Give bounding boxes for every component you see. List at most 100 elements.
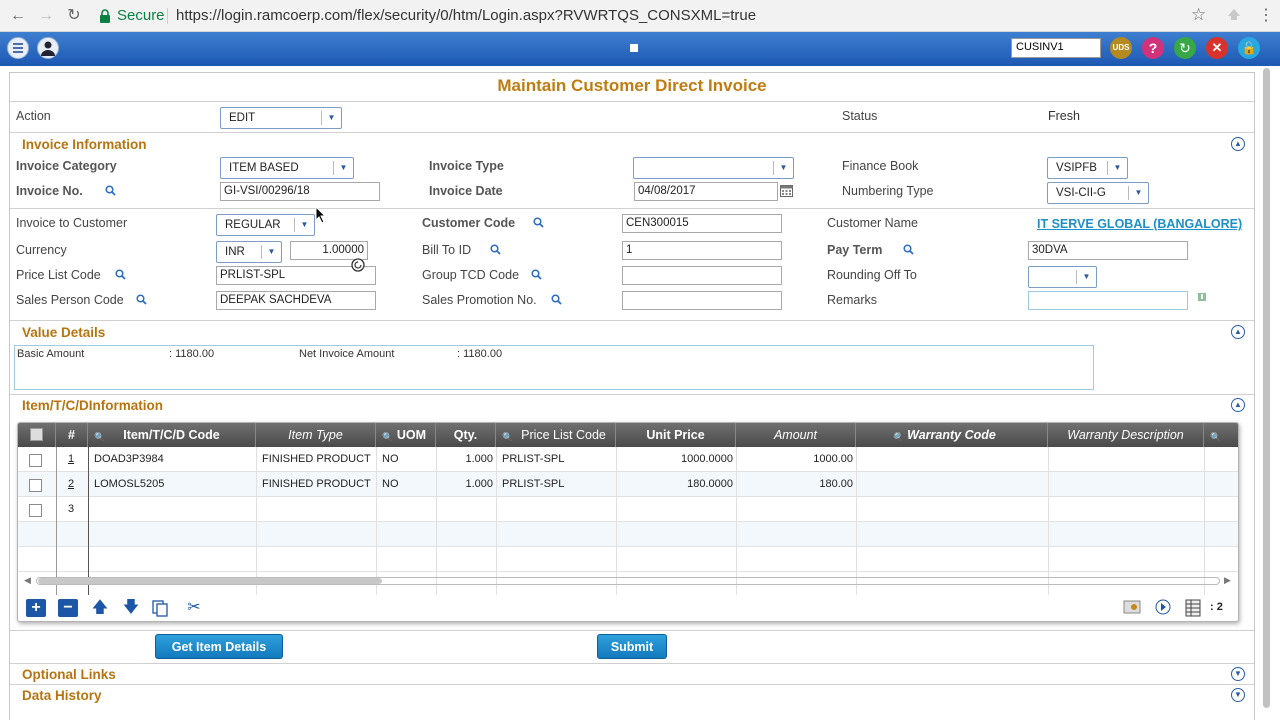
rounding-select[interactable]: ▼ [1028,266,1097,288]
cell-qty[interactable]: 1.000 [465,453,493,465]
row-number[interactable]: 1 [67,453,75,465]
back-icon[interactable]: ← [10,7,26,24]
exchange-rate-input[interactable]: 1.00000 [290,241,368,260]
expand-text-icon[interactable] [1197,292,1207,302]
user-icon[interactable] [37,37,59,59]
cell-item-code[interactable]: LOMOSL5205 [94,478,165,490]
menu-list-icon[interactable] [7,37,29,59]
grid-horizontal-scrollbar[interactable]: ◀ ▶ [22,575,1234,587]
copy-icon[interactable] [150,599,170,617]
search-icon[interactable] [490,244,501,255]
col-warranty-description[interactable]: Warranty Description [1048,423,1204,447]
cell-uom[interactable]: NO [382,453,399,465]
table-row[interactable] [18,547,1238,572]
table-row[interactable] [18,522,1238,547]
search-icon[interactable] [531,269,542,280]
grid-view-icon[interactable] [1184,599,1202,617]
customize-icon[interactable] [1122,599,1142,617]
pay-term-input[interactable]: 30DVA [1028,241,1188,260]
invoice-type-select[interactable]: ▼ [633,157,794,179]
add-row-icon[interactable]: + [26,599,46,617]
col-warranty-code[interactable]: 🔍 Warranty Code [856,423,1048,447]
move-up-icon[interactable]: 🡅 [91,599,109,616]
remarks-input[interactable] [1028,291,1188,310]
bill-to-input[interactable]: 1 [622,241,782,260]
col-amount[interactable]: Amount [736,423,856,447]
cell-amount[interactable]: 1000.00 [813,453,853,465]
collapse-up-icon[interactable]: ▲ [1231,398,1245,412]
collapse-up-icon[interactable]: ▲ [1231,137,1245,151]
cell-unit-price[interactable]: 1000.0000 [681,453,733,465]
page-scrollbar[interactable] [1261,68,1271,708]
cell-qty[interactable]: 1.000 [465,478,493,490]
address-bar[interactable]: https://login.ramcoerp.com/flex/security… [176,7,757,24]
row-number[interactable]: 3 [67,503,75,515]
cell-price-list[interactable]: PRLIST-SPL [502,453,565,465]
finance-book-select[interactable]: VSIPFB ▼ [1047,157,1128,179]
col-unit-price[interactable]: Unit Price [616,423,736,447]
calendar-icon[interactable] [780,184,793,197]
search-icon[interactable] [115,269,126,280]
cell-item-code[interactable]: DOAD3P3984 [94,453,164,465]
col-uom[interactable]: 🔍 UOM [376,423,436,447]
customer-name-link[interactable]: IT SERVE GLOBAL (BANGALORE) [1037,217,1243,231]
sales-promo-input[interactable] [622,291,782,310]
refresh-icon[interactable]: ↻ [1174,37,1196,59]
col-item-code[interactable]: 🔍 Item/T/C/D Code [88,423,256,447]
close-icon[interactable]: ✕ [1206,37,1228,59]
data-history-title[interactable]: Data History [22,688,102,703]
expand-down-icon[interactable]: ▼ [1231,667,1245,681]
extension-icon[interactable] [1226,6,1242,22]
next-page-icon[interactable] [1155,599,1171,617]
browser-menu-icon[interactable]: ⋮ [1258,7,1274,24]
cell-unit-price[interactable]: 180.0000 [687,478,733,490]
cut-icon[interactable]: ✂ [187,599,201,616]
invoice-date-input[interactable]: 04/08/2017 [634,182,778,201]
cell-amount[interactable]: 180.00 [819,478,853,490]
search-icon[interactable] [136,294,147,305]
uds-icon[interactable]: UDS [1110,37,1132,59]
col-qty[interactable]: Qty. [436,423,496,447]
help-icon[interactable]: ? [1142,37,1164,59]
invoice-category-select[interactable]: ITEM BASED ▼ [220,157,354,179]
invoice-no-input[interactable]: GI-VSI/00296/18 [220,182,380,201]
row-checkbox[interactable] [29,479,42,492]
reload-icon[interactable]: ↻ [67,7,81,24]
row-number[interactable]: 2 [67,478,75,490]
row-checkbox[interactable] [29,504,42,517]
cell-price-list[interactable]: PRLIST-SPL [502,478,565,490]
col-overflow[interactable]: 🔍 [1204,423,1238,447]
customer-code-input[interactable]: CEN300015 [622,214,782,233]
expand-down-icon[interactable]: ▼ [1231,688,1245,702]
org-unit-field[interactable]: CUSINV1 [1011,38,1101,58]
collapse-up-icon[interactable]: ▲ [1231,325,1245,339]
search-icon[interactable] [105,185,116,196]
search-icon[interactable] [533,217,544,228]
submit-button[interactable]: Submit [597,634,667,659]
delete-row-icon[interactable]: − [58,599,78,617]
select-all-header[interactable] [18,423,56,447]
numbering-type-select[interactable]: VSI-CII-G ▼ [1047,182,1149,204]
search-icon[interactable] [551,294,562,305]
row-checkbox[interactable] [29,454,42,467]
bookmark-star-icon[interactable]: ☆ [1191,5,1207,24]
table-row[interactable]: 3 [18,497,1238,522]
table-row[interactable]: 2 LOMOSL5205 FINISHED PRODUCT NO 1.000 P… [18,472,1238,497]
table-row[interactable]: 1 DOAD3P3984 FINISHED PRODUCT NO 1.000 P… [18,447,1238,472]
cell-uom[interactable]: NO [382,478,399,490]
cell-item-type[interactable]: FINISHED PRODUCT [262,478,371,490]
logout-lock-icon[interactable]: 🔓 [1238,37,1260,59]
optional-links-title[interactable]: Optional Links [22,667,116,682]
move-down-icon[interactable]: 🡇 [122,599,140,616]
currency-select[interactable]: INR ▼ [216,241,282,263]
search-icon[interactable] [903,244,914,255]
get-item-details-button[interactable]: Get Item Details [155,634,283,659]
forward-icon[interactable]: → [38,7,54,24]
action-select[interactable]: EDIT ▼ [220,107,342,129]
group-tcd-input[interactable] [622,266,782,285]
col-item-type[interactable]: Item Type [256,423,376,447]
cell-item-type[interactable]: FINISHED PRODUCT [262,453,371,465]
price-list-input[interactable]: PRLIST-SPL [216,266,376,285]
col-price-list[interactable]: 🔍 Price List Code [496,423,616,447]
sales-person-input[interactable]: DEEPAK SACHDEVA [216,291,376,310]
